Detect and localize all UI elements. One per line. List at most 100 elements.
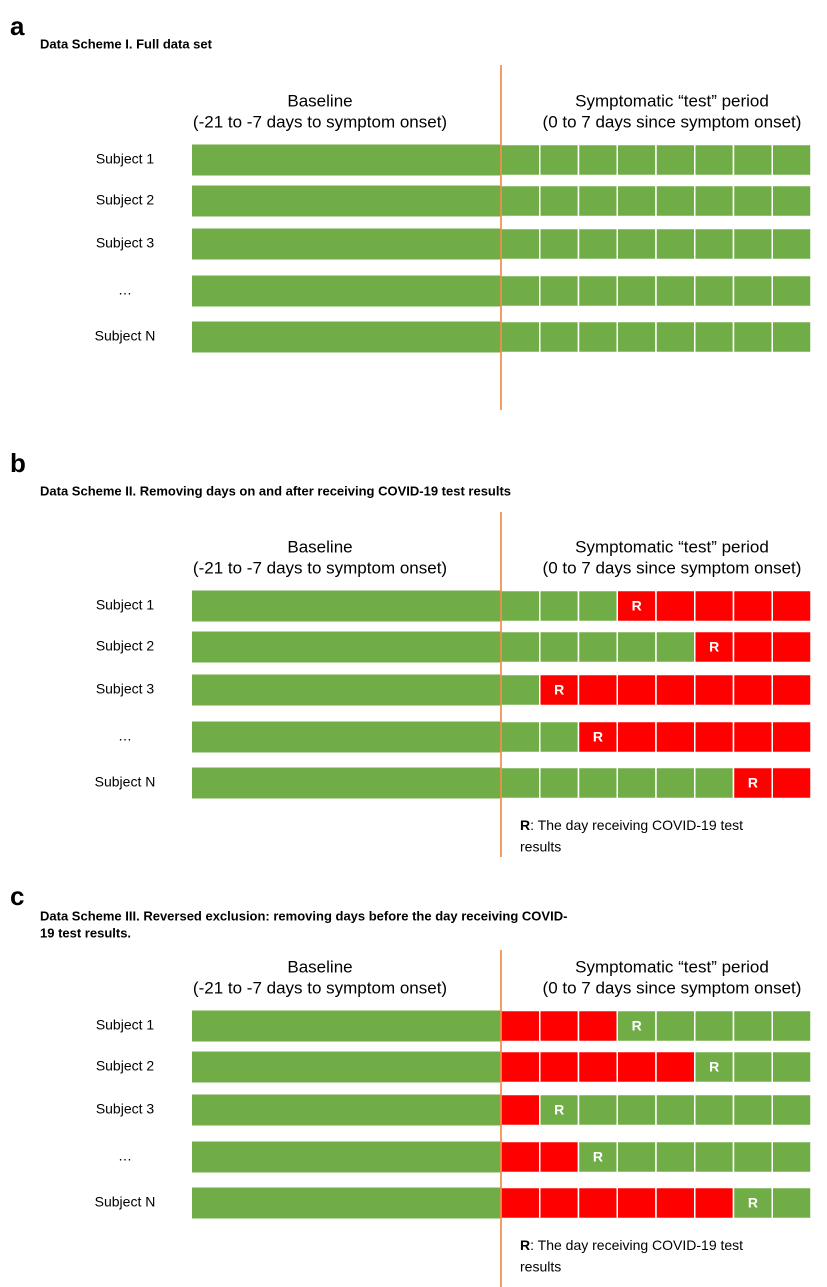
day-cell: [616, 766, 657, 800]
day-cell: [539, 184, 580, 218]
day-cell: [500, 589, 541, 623]
panel-letter: c: [10, 881, 24, 911]
panel-title: Data Scheme III. Reversed exclusion: rem…: [40, 908, 567, 923]
day-cell: [616, 143, 657, 177]
day-cell: [616, 1009, 657, 1043]
baseline-bar: [192, 1141, 501, 1173]
legend-text: results: [520, 1259, 561, 1275]
result-marker: R: [593, 729, 603, 745]
day-cell: [771, 1009, 812, 1043]
day-cell: [577, 1093, 618, 1127]
day-cell: [539, 1093, 580, 1127]
day-cell: [732, 673, 773, 707]
baseline-bar: [192, 1010, 501, 1042]
baseline-bar: [192, 1187, 501, 1219]
day-cell: [577, 589, 618, 623]
day-cell: [539, 766, 580, 800]
result-marker: R: [748, 1195, 758, 1211]
day-cell: [500, 320, 541, 354]
result-marker: R: [593, 1149, 603, 1165]
day-cell: [655, 274, 696, 308]
day-cell: [577, 274, 618, 308]
baseline-bar: [192, 228, 501, 260]
day-cell: [577, 227, 618, 261]
day-cell: [500, 1186, 541, 1220]
baseline-bar: [192, 1094, 501, 1126]
day-cell: [500, 227, 541, 261]
baseline-bar: [192, 321, 501, 353]
day-cell: [771, 143, 812, 177]
legend: R: The day receiving COVID-19 test: [520, 1237, 743, 1253]
day-cell: [616, 320, 657, 354]
baseline-bar: [192, 767, 501, 799]
day-cell: [732, 320, 773, 354]
day-cell: [732, 589, 773, 623]
day-cell: [694, 184, 735, 218]
day-cell: [771, 227, 812, 261]
day-cell: [771, 720, 812, 754]
day-cell: [577, 143, 618, 177]
day-cell: [732, 274, 773, 308]
day-cell: [577, 673, 618, 707]
day-cell: [771, 274, 812, 308]
test-period-header: Symptomatic “test” period: [575, 537, 769, 556]
day-cell: [616, 227, 657, 261]
panel-letter: a: [10, 11, 25, 41]
day-cell: [655, 320, 696, 354]
day-cell: [616, 720, 657, 754]
panel-letter: b: [10, 448, 26, 478]
day-cell: [539, 143, 580, 177]
day-cell: [771, 1140, 812, 1174]
legend-key: R: [520, 1237, 530, 1253]
baseline-header: Baseline: [287, 91, 352, 110]
legend-text: : The day receiving COVID-19 test: [530, 1237, 743, 1253]
day-cell: [616, 630, 657, 664]
day-cell: [539, 630, 580, 664]
result-marker: R: [632, 598, 642, 614]
day-cell: [655, 227, 696, 261]
test-period-header: (0 to 7 days since symptom onset): [543, 558, 802, 577]
day-cell: [616, 1186, 657, 1220]
day-cell: [694, 630, 735, 664]
day-cell: [616, 673, 657, 707]
day-cell: [732, 1093, 773, 1127]
day-cell: [539, 720, 580, 754]
day-cell: [539, 1140, 580, 1174]
result-marker: R: [709, 639, 719, 655]
day-cell: [655, 1009, 696, 1043]
panel-title: Data Scheme II. Removing days on and aft…: [40, 483, 511, 498]
day-cell: [539, 274, 580, 308]
day-cell: [500, 1093, 541, 1127]
legend-text: results: [520, 839, 561, 855]
day-cell: [655, 673, 696, 707]
legend-key: R: [520, 817, 530, 833]
day-cell: [616, 1050, 657, 1084]
day-cell: [616, 1140, 657, 1174]
day-cell: [771, 673, 812, 707]
day-cell: [655, 1140, 696, 1174]
day-cell: [732, 1009, 773, 1043]
day-cell: [694, 1050, 735, 1084]
day-cell: [577, 320, 618, 354]
subject-label: Subject N: [95, 328, 156, 344]
subject-label: Subject 2: [96, 192, 155, 208]
subject-label: …: [118, 728, 132, 744]
day-cell: [655, 1050, 696, 1084]
baseline-bar: [192, 1051, 501, 1083]
day-cell: [732, 630, 773, 664]
day-cell: [732, 1186, 773, 1220]
day-cell: [694, 227, 735, 261]
baseline-bar: [192, 275, 501, 307]
subject-label: Subject N: [95, 774, 156, 790]
subject-label: Subject 3: [96, 1101, 155, 1117]
baseline-bar: [192, 721, 501, 753]
day-cell: [500, 766, 541, 800]
day-cell: [694, 1093, 735, 1127]
day-cell: [577, 766, 618, 800]
day-cell: [616, 274, 657, 308]
subject-label: …: [118, 282, 132, 298]
day-cell: [694, 1186, 735, 1220]
baseline-bar: [192, 185, 501, 217]
result-marker: R: [709, 1059, 719, 1075]
day-cell: [694, 274, 735, 308]
